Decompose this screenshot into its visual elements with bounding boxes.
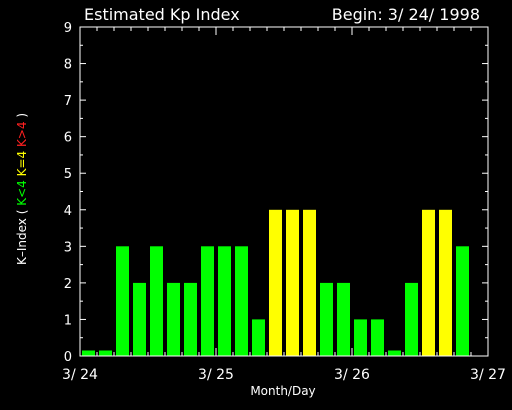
x-tick-label-2: 3/ 26	[334, 367, 370, 383]
bar-17	[371, 319, 384, 356]
bar-15	[337, 282, 350, 356]
bar-1	[99, 350, 112, 356]
bar-6	[184, 282, 197, 356]
y-tick-label-1: 1	[64, 313, 72, 328]
x-axis-label: Month/Day	[250, 384, 315, 398]
bar-4	[150, 246, 163, 356]
x-tick-label-3: 3/ 27	[470, 367, 506, 383]
bar-20	[422, 209, 435, 356]
y-tick-label-2: 2	[64, 277, 72, 292]
bar-3	[133, 282, 146, 356]
bar-11	[269, 209, 282, 356]
bar-21	[439, 209, 452, 356]
bar-0	[82, 350, 95, 356]
y-axis-label: K–Index ( K<4 K=4 K>4 )	[15, 113, 29, 265]
y-tick-label-3: 3	[64, 240, 72, 255]
chart-title: Estimated Kp Index	[84, 5, 240, 24]
x-tick-label-0: 3/ 24	[62, 367, 98, 383]
bar-19	[405, 282, 418, 356]
bar-22	[456, 246, 469, 356]
bar-10	[252, 319, 265, 356]
bar-14	[320, 282, 333, 356]
y-tick-label-8: 8	[64, 58, 72, 73]
y-axis-label-part-0: K–Index (	[15, 210, 29, 265]
y-axis-label-part-2: K=4	[15, 151, 29, 180]
bars-group	[82, 209, 469, 356]
bar-13	[303, 209, 316, 356]
y-tick-label-0: 0	[64, 350, 72, 365]
bar-8	[218, 246, 231, 356]
y-axis-label-part-3: K>4	[15, 121, 29, 150]
y-tick-label-9: 9	[64, 21, 72, 36]
y-axis-label-part-4: )	[15, 113, 29, 122]
y-tick-label-4: 4	[64, 204, 72, 219]
bar-18	[388, 350, 401, 356]
bar-7	[201, 246, 214, 356]
bar-9	[235, 246, 248, 356]
bar-16	[354, 319, 367, 356]
y-tick-label-6: 6	[64, 131, 72, 146]
chart-subtitle: Begin: 3/ 24/ 1998	[332, 5, 480, 24]
bar-5	[167, 282, 180, 356]
y-tick-label-5: 5	[64, 167, 72, 182]
x-tick-label-1: 3/ 25	[198, 367, 234, 383]
y-axis-label-part-1: K<4	[15, 180, 29, 209]
bar-2	[116, 246, 129, 356]
axes-group: 0 1 2 3 4 5 6 7 8 9 3/ 24 3/ 25 3/ 26 3/ 27	[62, 21, 506, 383]
bar-12	[286, 209, 299, 356]
y-tick-label-7: 7	[64, 94, 72, 109]
